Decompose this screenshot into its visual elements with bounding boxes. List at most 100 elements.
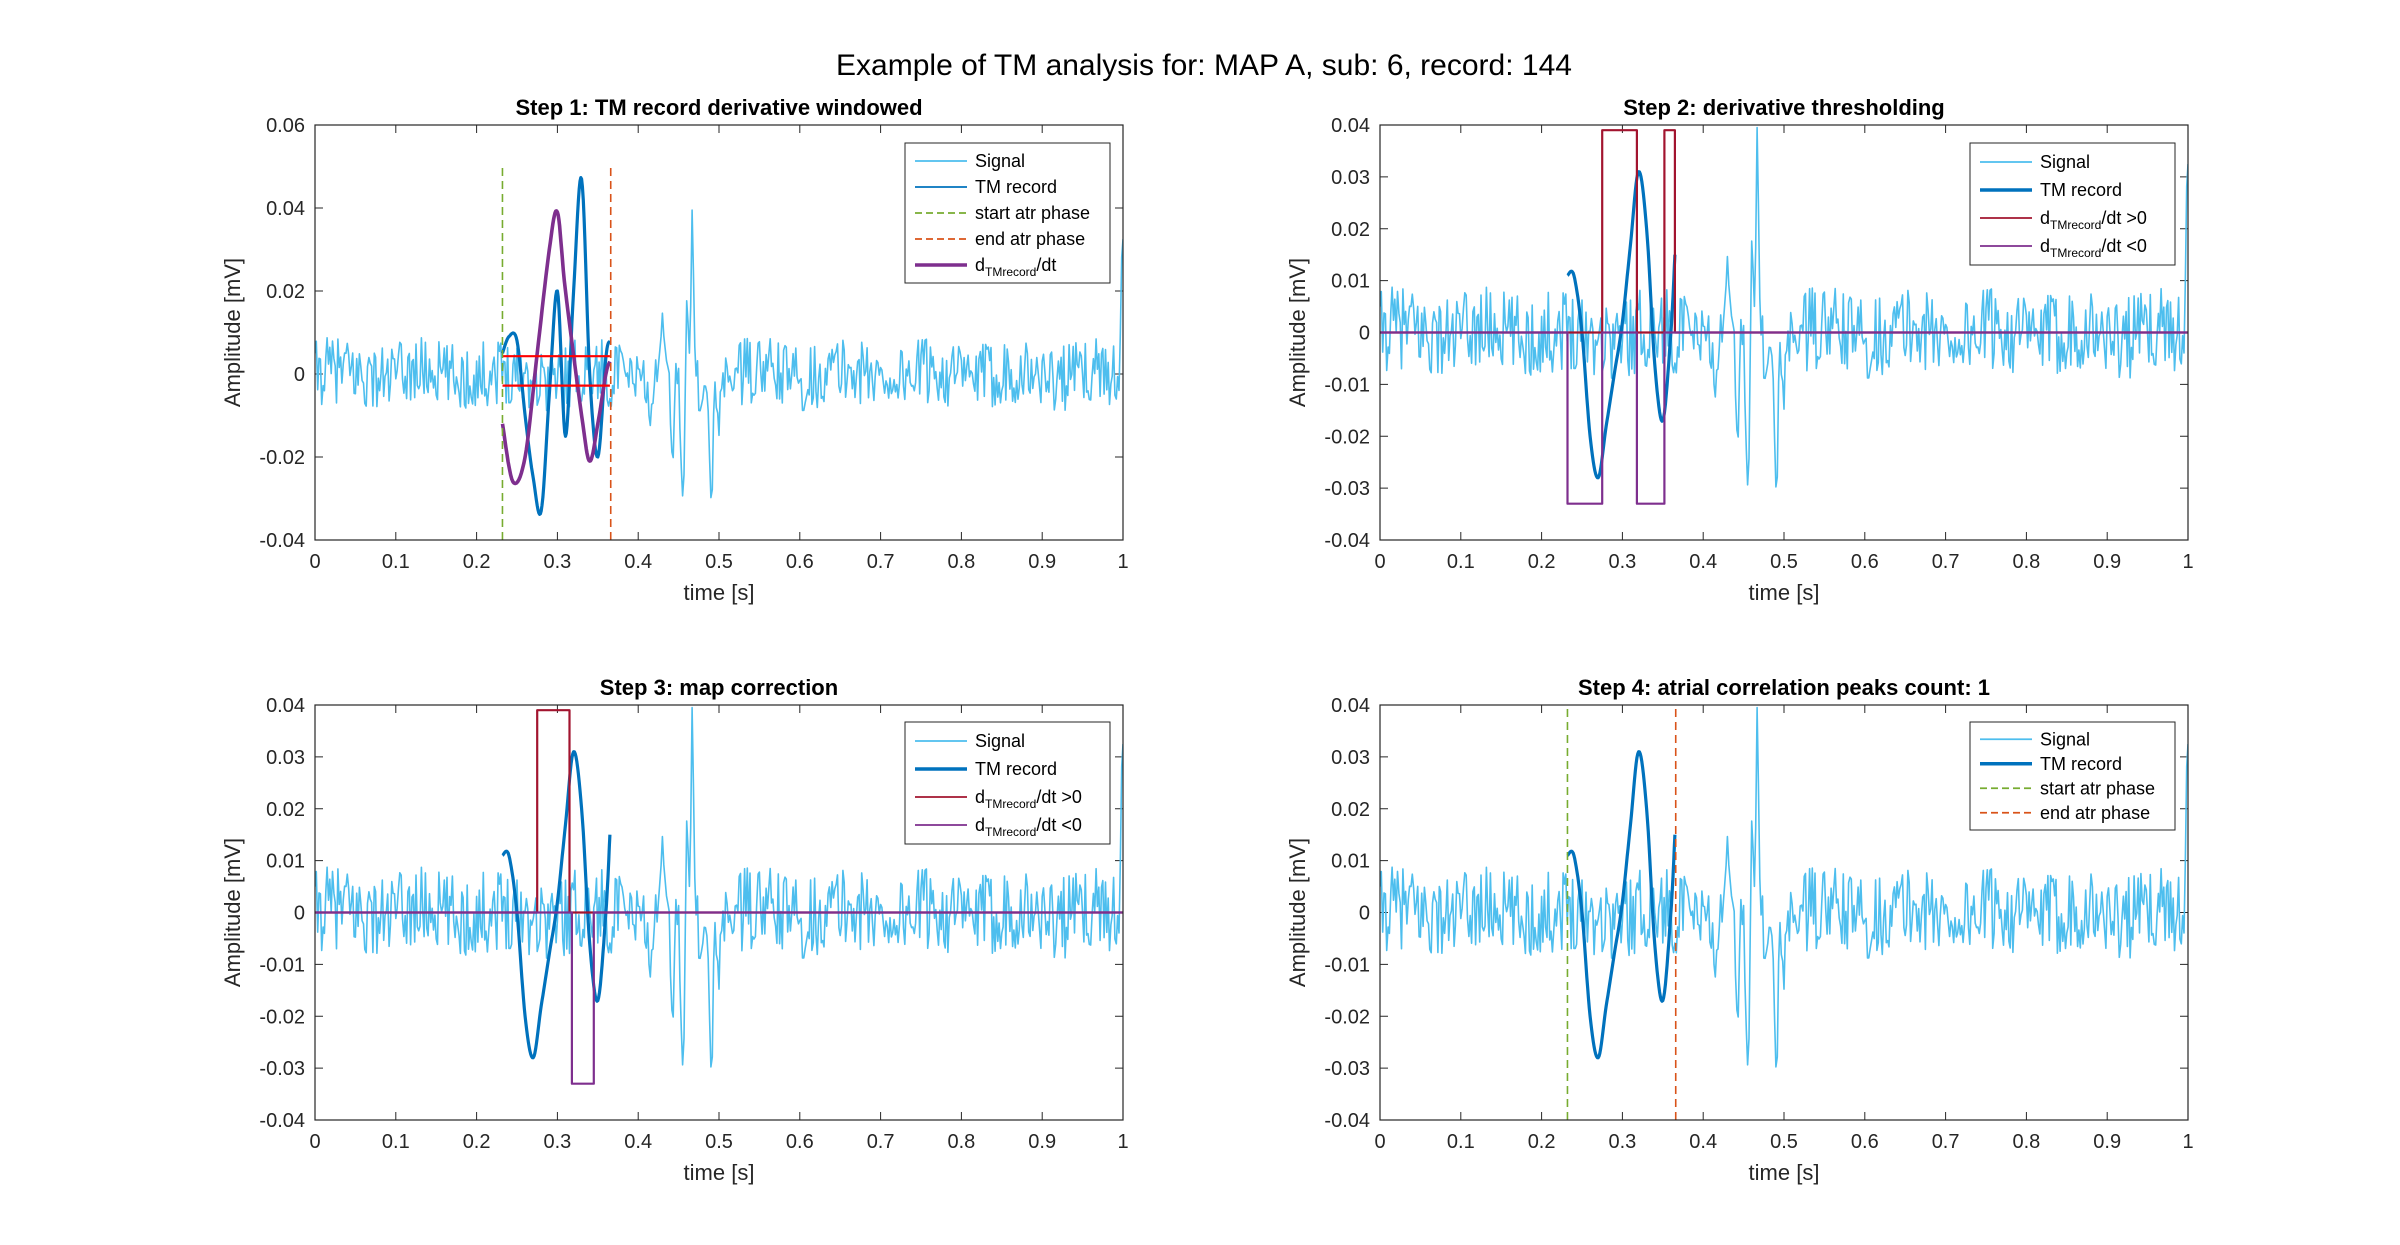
x-tick-label: 0.7 (867, 551, 895, 573)
x-tick-label: 1 (2182, 1131, 2193, 1153)
subplot-3: 0 0.1 0.2 0.3 0.4 0.5 0.6 0.7 0.8 0.9 1 -0.04 -0.03 -… (220, 675, 1129, 1185)
y-axis-label: Amplitude [mV] (220, 258, 245, 407)
legend-label: dTMrecord/dt <0 (975, 815, 1082, 839)
y-tick-label: -0.03 (1324, 1058, 1370, 1080)
y-tick-label: 0.02 (1331, 219, 1370, 241)
series-signal (315, 209, 1123, 499)
legend-label: end atr phase (2040, 803, 2150, 823)
legend-label-subscript: TMrecord (985, 825, 1036, 839)
series-signal (1380, 126, 2188, 488)
y-tick-label: 0.02 (1331, 799, 1370, 821)
series-tm-record (1566, 170, 1677, 480)
x-tick-label: 0.8 (2012, 551, 2040, 573)
x-tick-label: 0.7 (1932, 551, 1960, 573)
y-tick-label: -0.02 (259, 1006, 305, 1028)
x-tick-label: 0.9 (1028, 1131, 1056, 1153)
series-tm-record (501, 750, 612, 1060)
y-tick-label: 0.04 (266, 198, 305, 220)
x-tick-label: 0.1 (382, 551, 410, 573)
y-tick-label: -0.01 (259, 954, 305, 976)
legend: Signal TM record start atr phase end atr ph… (1969, 721, 2176, 831)
legend-label: TM record (2040, 180, 2122, 200)
x-tick-label: 0.5 (1770, 1131, 1798, 1153)
axes-frame (314, 704, 1124, 1121)
x-tick-label: 0.4 (624, 1131, 652, 1153)
y-tick-label: -0.01 (1324, 374, 1370, 396)
subplot-title: Step 3: map correction (600, 675, 838, 700)
y-tick-label: 0.01 (1331, 271, 1370, 293)
legend-label-suffix: /dt >0 (1036, 787, 1082, 807)
x-tick-label: 0 (309, 1131, 320, 1153)
x-tick-label: 0.9 (2093, 551, 2121, 573)
x-axis-label: time [s] (1749, 1160, 1820, 1185)
y-tick-label: 0.03 (266, 747, 305, 769)
x-tick-label: 0.8 (947, 551, 975, 573)
x-tick-label: 0.6 (786, 551, 814, 573)
subplot-title: Step 4: atrial correlation peaks count: … (1578, 675, 1990, 700)
x-axis-label: time [s] (684, 1160, 755, 1185)
y-tick-label: 0.03 (1331, 167, 1370, 189)
legend-label: TM record (975, 177, 1057, 197)
x-tick-label: 0.1 (382, 1131, 410, 1153)
y-tick-label: -0.02 (1324, 1006, 1370, 1028)
legend-box (904, 721, 1111, 845)
x-tick-label: 0.4 (1689, 1131, 1717, 1153)
y-tick-label: 0 (1359, 903, 1370, 925)
x-tick-label: 1 (2182, 551, 2193, 573)
y-tick-label: 0.04 (266, 695, 305, 717)
legend: Signal TM record start atr phase end atr ph… (904, 142, 1111, 284)
y-tick-label: 0.04 (1331, 115, 1370, 137)
x-axis-label: time [s] (1749, 580, 1820, 605)
x-tick-label: 0.2 (463, 1131, 491, 1153)
x-tick-label: 0.6 (1851, 551, 1879, 573)
x-tick-label: 1 (1117, 1131, 1128, 1153)
y-tick-label: 0 (1359, 323, 1370, 345)
x-tick-label: 0 (309, 551, 320, 573)
series-signal (315, 706, 1123, 1068)
legend-label: start atr phase (2040, 778, 2155, 798)
legend-label-suffix: /dt (1036, 255, 1056, 275)
y-tick-label: -0.04 (259, 1110, 305, 1132)
legend-label-main: d (975, 815, 985, 835)
x-tick-label: 0.5 (705, 551, 733, 573)
legend-label-subscript: TMrecord (985, 265, 1036, 279)
x-tick-label: 0.8 (947, 1131, 975, 1153)
x-tick-label: 0.2 (463, 551, 491, 573)
series-d-tmrecord-dt-0 (1380, 129, 2188, 334)
y-tick-label: 0.04 (1331, 695, 1370, 717)
y-tick-label: 0.02 (266, 281, 305, 303)
y-axis-label: Amplitude [mV] (1285, 258, 1310, 407)
x-tick-label: 1 (1117, 551, 1128, 573)
x-tick-label: 0.8 (2012, 1131, 2040, 1153)
legend-label: dTMrecord/dt >0 (2040, 208, 2147, 232)
legend-label-suffix: /dt >0 (2101, 208, 2147, 228)
x-tick-label: 0.6 (1851, 1131, 1879, 1153)
legend-label: end atr phase (975, 229, 1085, 249)
legend-label: Signal (975, 151, 1025, 171)
y-tick-label: 0 (294, 364, 305, 386)
subplot-2: 0 0.1 0.2 0.3 0.4 0.5 0.6 0.7 0.8 0.9 1 -0.04 -0.03 -… (1285, 95, 2194, 605)
plot-series (315, 706, 1123, 1085)
legend-label: Signal (2040, 152, 2090, 172)
x-tick-label: 0.4 (624, 551, 652, 573)
x-tick-label: 0.3 (543, 551, 571, 573)
y-tick-label: 0 (294, 903, 305, 925)
x-axis-label: time [s] (684, 580, 755, 605)
legend-label-main: d (975, 255, 985, 275)
y-axis-label: Amplitude [mV] (220, 838, 245, 987)
x-tick-label: 0.7 (867, 1131, 895, 1153)
y-tick-label: 0.02 (266, 799, 305, 821)
y-tick-label: -0.03 (1324, 478, 1370, 500)
legend-label-suffix: /dt <0 (1036, 815, 1082, 835)
legend-label-main: d (2040, 236, 2050, 256)
legend-label: dTMrecord/dt <0 (2040, 236, 2147, 260)
legend-label: TM record (2040, 754, 2122, 774)
y-tick-label: 0.06 (266, 115, 305, 137)
series-signal (1380, 706, 2188, 1068)
legend-label-subscript: TMrecord (2050, 218, 2101, 232)
series-d-tmrecord-dt-0 (1380, 331, 2188, 505)
legend-label-subscript: TMrecord (985, 797, 1036, 811)
